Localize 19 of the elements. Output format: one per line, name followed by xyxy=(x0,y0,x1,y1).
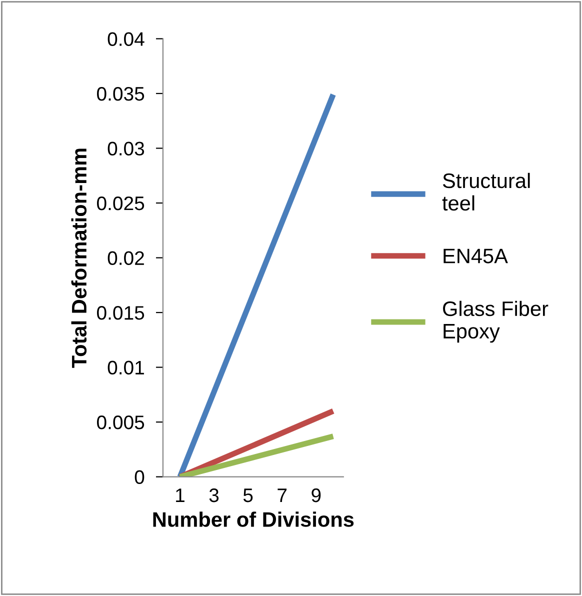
y-tick-label: 0.005 xyxy=(97,416,144,430)
x-tick-label: 7 xyxy=(278,488,287,502)
y-tick-label: 0.025 xyxy=(97,196,144,210)
legend-label: Structural teel xyxy=(442,172,530,211)
x-tick-label: 9 xyxy=(312,488,321,502)
y-tick-label: 0.035 xyxy=(97,86,144,101)
legend-label: EN45A xyxy=(444,248,508,264)
y-tick-label: 0 xyxy=(134,470,144,484)
x-tick-label: 5 xyxy=(243,488,253,502)
legend-label: Glass Fiber Epoxy xyxy=(443,300,548,343)
x-axis-title: Number of Divisions xyxy=(153,512,354,527)
y-tick-label: 0.02 xyxy=(108,251,144,266)
y-tick-label: 0.01 xyxy=(108,360,144,375)
y-tick-label: 0.03 xyxy=(108,142,144,156)
y-tick-label: 0.04 xyxy=(108,32,144,46)
x-tick-label: 1 xyxy=(176,488,184,502)
y-tick-label: 0.015 xyxy=(97,306,144,320)
x-tick-label: 3 xyxy=(209,488,219,502)
y-axis-title: Total Deformation-mm xyxy=(71,148,87,368)
